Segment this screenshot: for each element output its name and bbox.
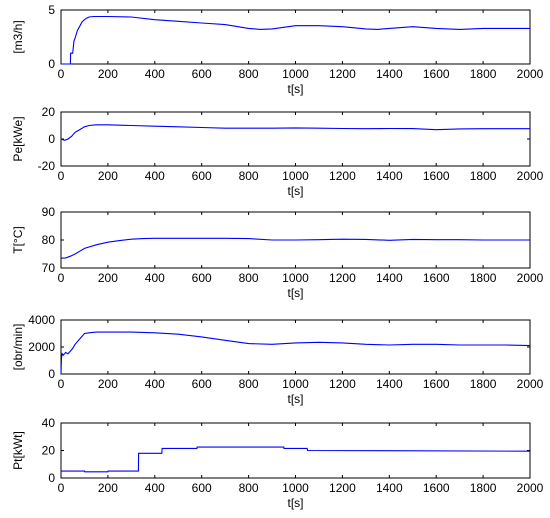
- y-tick-label: 0: [48, 132, 55, 146]
- x-axis-label: t[s]: [287, 392, 303, 406]
- x-tick-label: 1600: [423, 67, 450, 81]
- x-tick-label: 2000: [517, 67, 544, 81]
- x-tick-label: 800: [239, 481, 259, 495]
- x-tick-label: 200: [98, 377, 118, 391]
- x-tick-label: 1400: [376, 377, 403, 391]
- x-tick-label: 1800: [470, 481, 497, 495]
- x-tick-label: 400: [145, 67, 165, 81]
- y-tick-label: 20: [42, 444, 56, 458]
- x-tick-label: 1400: [376, 67, 403, 81]
- x-tick-label: 800: [239, 377, 259, 391]
- series-line: [61, 15, 530, 65]
- x-tick-label: 1400: [376, 271, 403, 285]
- x-tick-label: 600: [192, 67, 212, 81]
- plot-frame: [60, 9, 531, 65]
- y-tick-label: 20: [42, 105, 56, 119]
- y-tick-label: 80: [42, 233, 56, 247]
- x-tick-label: 0: [58, 377, 65, 391]
- y-axis-label: T[°C]: [11, 226, 25, 253]
- x-tick-label: 2000: [517, 169, 544, 183]
- series-line: [60, 331, 531, 375]
- x-tick-label: 2000: [517, 377, 544, 391]
- x-tick-label: 1800: [470, 377, 497, 391]
- x-tick-label: 1200: [329, 169, 356, 183]
- plot-frame: [60, 319, 531, 375]
- x-axis-label: t[s]: [287, 184, 303, 198]
- series-line: [60, 237, 530, 259]
- y-tick-label: 40: [42, 416, 56, 430]
- x-tick-label: 1400: [376, 169, 403, 183]
- x-tick-label: 200: [98, 169, 118, 183]
- y-tick-label: 0: [48, 57, 55, 71]
- x-tick-label: 1200: [329, 271, 356, 285]
- x-tick-label: 1000: [282, 481, 309, 495]
- y-tick-label: 0: [48, 471, 55, 485]
- x-axis-label: t[s]: [287, 82, 303, 96]
- x-tick-label: 600: [192, 481, 212, 495]
- x-tick-label: 1600: [423, 377, 450, 391]
- x-tick-label: 1200: [329, 481, 356, 495]
- x-tick-label: 600: [192, 271, 212, 285]
- x-tick-label: 400: [145, 271, 165, 285]
- series-line: [61, 446, 531, 473]
- x-tick-label: 1600: [423, 169, 450, 183]
- x-tick-label: 200: [98, 67, 118, 81]
- x-tick-label: 0: [58, 481, 65, 495]
- x-tick-label: 0: [58, 67, 65, 81]
- x-tick-label: 1000: [282, 169, 309, 183]
- x-tick-label: 1600: [423, 481, 450, 495]
- series-line: [60, 124, 530, 141]
- y-tick-label: 70: [42, 261, 56, 275]
- x-tick-label: 400: [145, 377, 165, 391]
- x-tick-label: 1400: [376, 481, 403, 495]
- x-tick-label: 800: [239, 67, 259, 81]
- x-tick-label: 1600: [423, 271, 450, 285]
- x-tick-label: 200: [98, 481, 118, 495]
- y-axis-label: Pe[kWe]: [11, 116, 25, 161]
- y-tick-label: 2000: [28, 340, 55, 354]
- x-tick-label: 400: [145, 169, 165, 183]
- x-axis-label: t[s]: [287, 496, 303, 510]
- x-tick-label: 200: [98, 271, 118, 285]
- x-tick-label: 800: [239, 271, 259, 285]
- x-tick-label: 1800: [470, 169, 497, 183]
- x-tick-label: 600: [192, 169, 212, 183]
- x-tick-label: 0: [58, 169, 65, 183]
- x-tick-label: 1800: [470, 271, 497, 285]
- x-tick-label: 2000: [517, 271, 544, 285]
- x-tick-label: 600: [192, 377, 212, 391]
- y-tick-label: 90: [42, 205, 56, 219]
- plot-frame: [60, 111, 531, 167]
- y-axis-label: Pt[kWt]: [11, 431, 25, 470]
- subplot-5: 0 200 400 600 800 1000 1200 1400 1600 1800 2000 0 20…: [11, 416, 544, 510]
- x-tick-label: 400: [145, 481, 165, 495]
- x-tick-label: 0: [58, 271, 65, 285]
- y-tick-label: -20: [38, 159, 56, 173]
- subplot-4: 0 200 400 600 800 1000 1200 1400 1600 1800 2000 0 20…: [11, 313, 544, 406]
- y-tick-label: 0: [48, 367, 55, 381]
- x-tick-label: 1200: [329, 67, 356, 81]
- y-axis-label: [m3/h]: [11, 20, 25, 53]
- x-tick-label: 2000: [517, 481, 544, 495]
- subplot-2: 0 200 400 600 800 1000 1200 1400 1600 1800 2000-20…: [11, 105, 544, 198]
- x-tick-label: 1000: [282, 377, 309, 391]
- subplot-1: 0 200 400 600 800 1000 1200 1400 1600 1800 2000 0 5 t…: [11, 3, 544, 96]
- x-tick-label: 1800: [470, 67, 497, 81]
- x-tick-label: 1000: [282, 271, 309, 285]
- y-axis-label: [obr/min]: [11, 324, 25, 371]
- y-tick-label: 4000: [28, 313, 55, 327]
- x-tick-label: 1000: [282, 67, 309, 81]
- x-axis-label: t[s]: [287, 286, 303, 300]
- x-tick-label: 1200: [329, 377, 356, 391]
- y-tick-label: 5: [48, 3, 55, 17]
- subplot-3: 0 200 400 600 800 1000 1200 1400 1600 1800 2000 70 8…: [11, 205, 544, 300]
- x-tick-label: 800: [239, 169, 259, 183]
